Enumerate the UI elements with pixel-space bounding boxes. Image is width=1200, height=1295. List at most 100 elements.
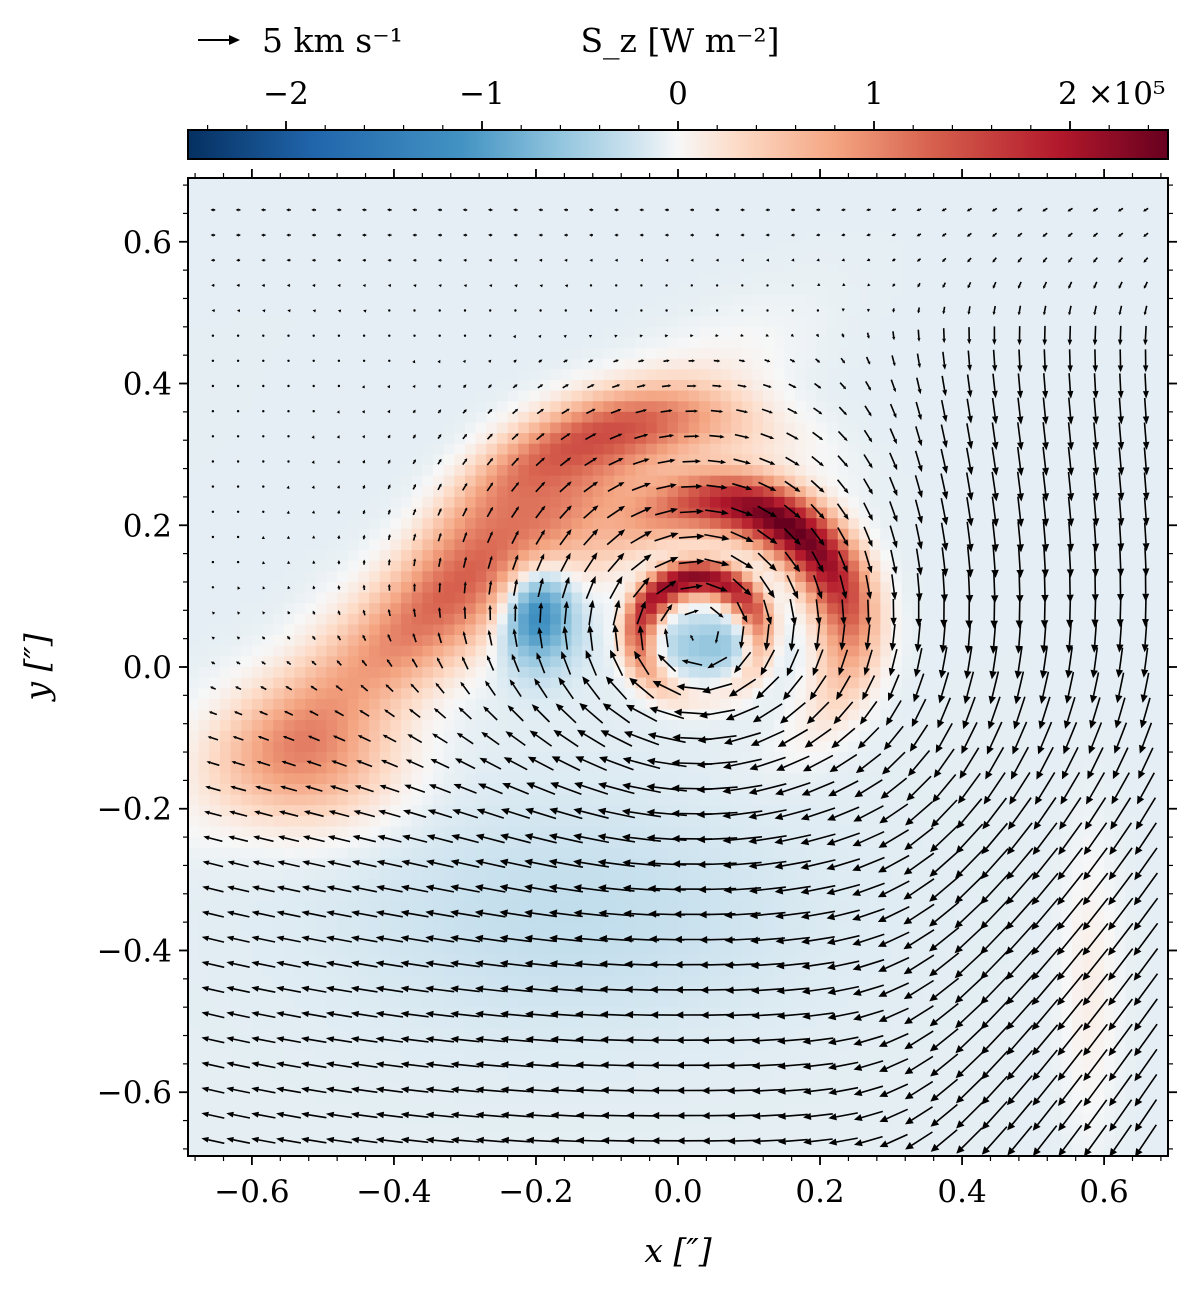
heatmap-cell bbox=[496, 1145, 509, 1156]
colorbar-title: S_z [W m⁻²] bbox=[580, 21, 779, 61]
heatmap-cell bbox=[358, 1092, 370, 1104]
plot-area: −0.6 −0.4 −0.2 0.0 0.2 0.4 0.6 0.60.40.20.0−0.… bbox=[97, 169, 1177, 1210]
heatmap-cell bbox=[656, 358, 668, 370]
heatmap-cell bbox=[294, 390, 306, 402]
heatmap-cell bbox=[592, 815, 605, 828]
heatmap-cell bbox=[720, 656, 732, 668]
heatmap-cell bbox=[646, 1039, 658, 1051]
heatmap-cell bbox=[422, 943, 434, 955]
heatmap-cell bbox=[379, 773, 391, 785]
heatmap-cell bbox=[369, 773, 381, 785]
heatmap-cell bbox=[720, 911, 732, 923]
heatmap-cell bbox=[230, 783, 242, 796]
heatmap-cell bbox=[656, 954, 668, 966]
heatmap-cell bbox=[699, 656, 711, 668]
heatmap-cell bbox=[305, 1092, 317, 1104]
heatmap-cell bbox=[411, 1028, 423, 1040]
heatmap-cell bbox=[294, 454, 306, 466]
heatmap-cell bbox=[294, 1060, 306, 1072]
heatmap-cell bbox=[315, 518, 328, 530]
heatmap-cell bbox=[603, 645, 615, 657]
heatmap-cell bbox=[273, 985, 285, 998]
heatmap-cell bbox=[305, 486, 317, 498]
heatmap-cell bbox=[646, 486, 658, 498]
heatmap-cell bbox=[369, 890, 381, 902]
heatmap-cell bbox=[251, 762, 264, 774]
heatmap-cell bbox=[188, 273, 200, 285]
heatmap-cell bbox=[709, 954, 722, 966]
heatmap-cell bbox=[699, 1113, 711, 1125]
heatmap-cell bbox=[433, 911, 445, 923]
heatmap-cell bbox=[656, 730, 668, 743]
heatmap-cell bbox=[422, 794, 434, 806]
heatmap-cell bbox=[369, 815, 381, 828]
heatmap-cell bbox=[550, 539, 562, 551]
heatmap-cell bbox=[560, 411, 573, 424]
heatmap-cell bbox=[582, 996, 594, 1008]
heatmap-cell bbox=[411, 550, 423, 562]
heatmap-cell bbox=[688, 900, 700, 913]
heatmap-cell bbox=[486, 358, 498, 370]
heatmap-cell bbox=[273, 305, 285, 317]
heatmap-cell bbox=[443, 879, 455, 891]
heatmap-cell bbox=[315, 550, 328, 562]
heatmap-cell bbox=[678, 975, 690, 987]
heatmap-cell bbox=[678, 688, 690, 700]
heatmap-cell bbox=[273, 465, 285, 477]
heatmap-cell bbox=[188, 1113, 200, 1125]
heatmap-cell bbox=[198, 178, 210, 190]
heatmap-cell bbox=[337, 656, 349, 668]
heatmap-cell bbox=[379, 1145, 391, 1156]
heatmap-cell bbox=[550, 762, 562, 774]
heatmap-cell bbox=[496, 326, 509, 339]
heatmap-cell bbox=[603, 1007, 615, 1019]
heatmap-cell bbox=[507, 752, 519, 764]
heatmap-cell bbox=[635, 348, 647, 360]
heatmap-cell bbox=[198, 294, 210, 307]
heatmap-cell bbox=[390, 220, 402, 232]
heatmap-cell bbox=[337, 326, 349, 339]
heatmap-cell bbox=[475, 783, 487, 796]
heatmap-cell bbox=[720, 358, 732, 370]
heatmap-cell bbox=[422, 783, 434, 796]
heatmap-cell bbox=[709, 1124, 722, 1136]
heatmap-cell bbox=[411, 752, 423, 764]
heatmap-cell bbox=[209, 794, 221, 806]
heatmap-cell bbox=[315, 624, 328, 636]
heatmap-cell bbox=[273, 645, 285, 657]
heatmap-cell bbox=[603, 443, 615, 455]
heatmap-cell bbox=[326, 868, 338, 881]
heatmap-cell bbox=[731, 1081, 743, 1093]
heatmap-cell bbox=[731, 1124, 743, 1136]
heatmap-cell bbox=[656, 348, 668, 360]
heatmap-cell bbox=[443, 783, 455, 796]
heatmap-cell bbox=[326, 369, 338, 381]
heatmap-cell bbox=[305, 826, 317, 838]
heatmap-cell bbox=[603, 900, 615, 913]
heatmap-cell bbox=[720, 454, 732, 466]
heatmap-cell bbox=[571, 1070, 583, 1083]
heatmap-cell bbox=[752, 220, 764, 232]
heatmap-cell bbox=[337, 964, 349, 976]
heatmap-cell bbox=[454, 752, 466, 764]
heatmap-cell bbox=[315, 560, 328, 572]
heatmap-cell bbox=[401, 954, 413, 966]
heatmap-cell bbox=[326, 518, 338, 530]
heatmap-cell bbox=[496, 422, 509, 434]
heatmap-cell bbox=[741, 401, 754, 413]
heatmap-cell bbox=[507, 964, 519, 976]
heatmap-cell bbox=[443, 762, 455, 774]
heatmap-cell bbox=[614, 624, 626, 636]
heatmap-cell bbox=[571, 199, 583, 211]
heatmap-cell bbox=[230, 688, 242, 700]
heatmap-cell bbox=[464, 422, 477, 434]
heatmap-cell bbox=[624, 518, 636, 530]
heatmap-cell bbox=[422, 868, 434, 881]
heatmap-cell bbox=[390, 273, 402, 285]
heatmap-cell bbox=[326, 528, 338, 541]
heatmap-cell bbox=[507, 518, 519, 530]
heatmap-cell bbox=[582, 571, 594, 583]
heatmap-cell bbox=[369, 677, 381, 689]
heatmap-cell bbox=[347, 369, 360, 381]
heatmap-cell bbox=[411, 337, 423, 349]
